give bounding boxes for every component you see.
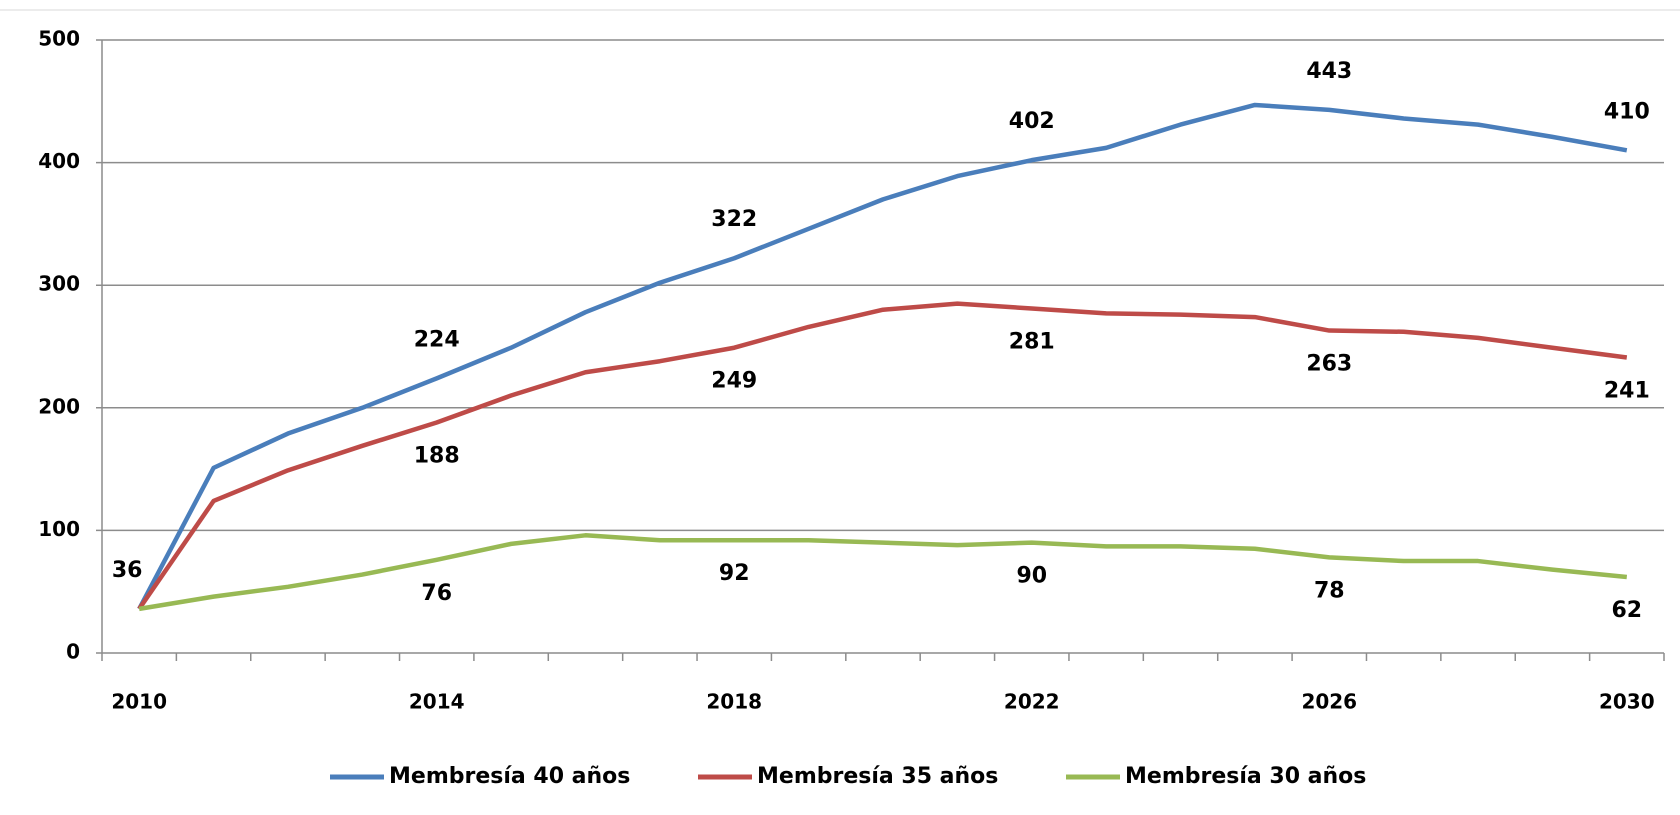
y-tick-label: 400	[38, 149, 80, 173]
y-tick-label: 200	[38, 394, 80, 418]
y-tick-label: 300	[38, 272, 80, 296]
data-label: 76	[421, 581, 452, 606]
data-label: 281	[1009, 329, 1055, 354]
data-label: 410	[1604, 99, 1650, 124]
x-tick-label: 2010	[111, 690, 167, 714]
x-tick-label: 2018	[706, 690, 762, 714]
data-label: 36	[112, 558, 143, 583]
data-label: 188	[414, 444, 460, 469]
series-line	[137, 102, 1628, 610]
legend-label: Membresía 35 años	[757, 764, 998, 789]
x-tick-label: 2030	[1599, 690, 1655, 714]
x-tick-label: 2014	[409, 690, 465, 714]
legend-label: Membresía 30 años	[1125, 764, 1366, 789]
data-label: 263	[1306, 352, 1352, 377]
data-label: 92	[719, 561, 750, 586]
x-tick-label: 2022	[1004, 690, 1060, 714]
series-line	[138, 533, 1628, 612]
data-label: 90	[1016, 564, 1047, 589]
series-line	[137, 301, 1628, 611]
data-label: 78	[1314, 578, 1345, 603]
data-label: 62	[1611, 598, 1642, 623]
y-tick-label: 100	[38, 517, 80, 541]
data-label: 241	[1604, 379, 1650, 404]
y-tick-label: 0	[66, 640, 80, 664]
legend-label: Membresía 40 años	[389, 764, 630, 789]
data-label: 322	[711, 207, 757, 232]
data-label: 443	[1306, 59, 1352, 84]
data-label: 224	[414, 327, 460, 352]
y-tick-label: 500	[38, 27, 80, 51]
data-label: 402	[1009, 109, 1055, 134]
data-label: 249	[711, 369, 757, 394]
x-tick-label: 2026	[1301, 690, 1357, 714]
